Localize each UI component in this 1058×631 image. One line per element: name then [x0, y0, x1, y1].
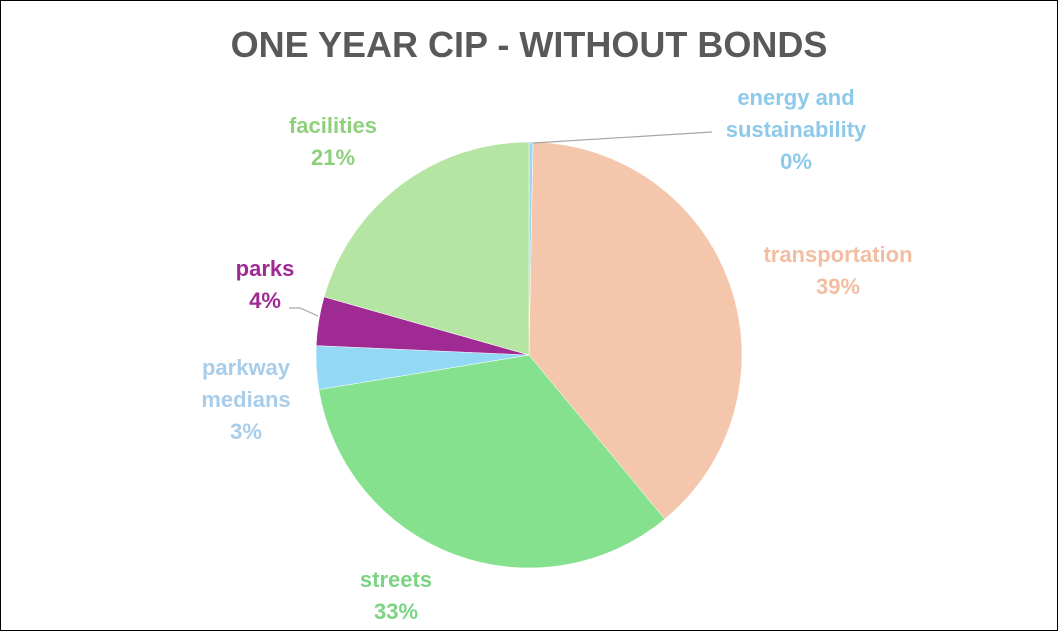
- data-label-transportation: transportation: [763, 242, 912, 267]
- chart-title: ONE YEAR CIP - WITHOUT BONDS: [230, 24, 828, 65]
- data-label-parkway-medians-line1: parkway: [202, 355, 291, 380]
- data-label-percent-streets: 33%: [374, 599, 418, 624]
- data-label-parkway-medians-line2: medians: [201, 387, 290, 412]
- data-label-percent-transportation: 39%: [816, 274, 860, 299]
- data-label-percent-facilities: 21%: [311, 145, 355, 170]
- data-label-streets: streets: [360, 567, 432, 592]
- pie-slice-transportation: [528, 141, 743, 520]
- data-label-facilities: facilities: [289, 113, 377, 138]
- pie-slice-facilities: [323, 141, 530, 356]
- data-label-energy-and-sustainability-line1: energy and: [737, 85, 854, 110]
- data-label-percent-parkway-medians: 3%: [230, 419, 262, 444]
- data-label-energy-and-sustainability-line2: sustainability: [726, 117, 867, 142]
- leader-line-parks: [289, 307, 319, 317]
- data-label-parks: parks: [236, 256, 295, 281]
- data-label-percent-parks: 4%: [249, 288, 281, 313]
- data-label-percent-energy-and-sustainability: 0%: [780, 149, 812, 174]
- leader-line-energy-and-sustainability: [532, 131, 713, 144]
- pie-slice-streets: [318, 354, 666, 569]
